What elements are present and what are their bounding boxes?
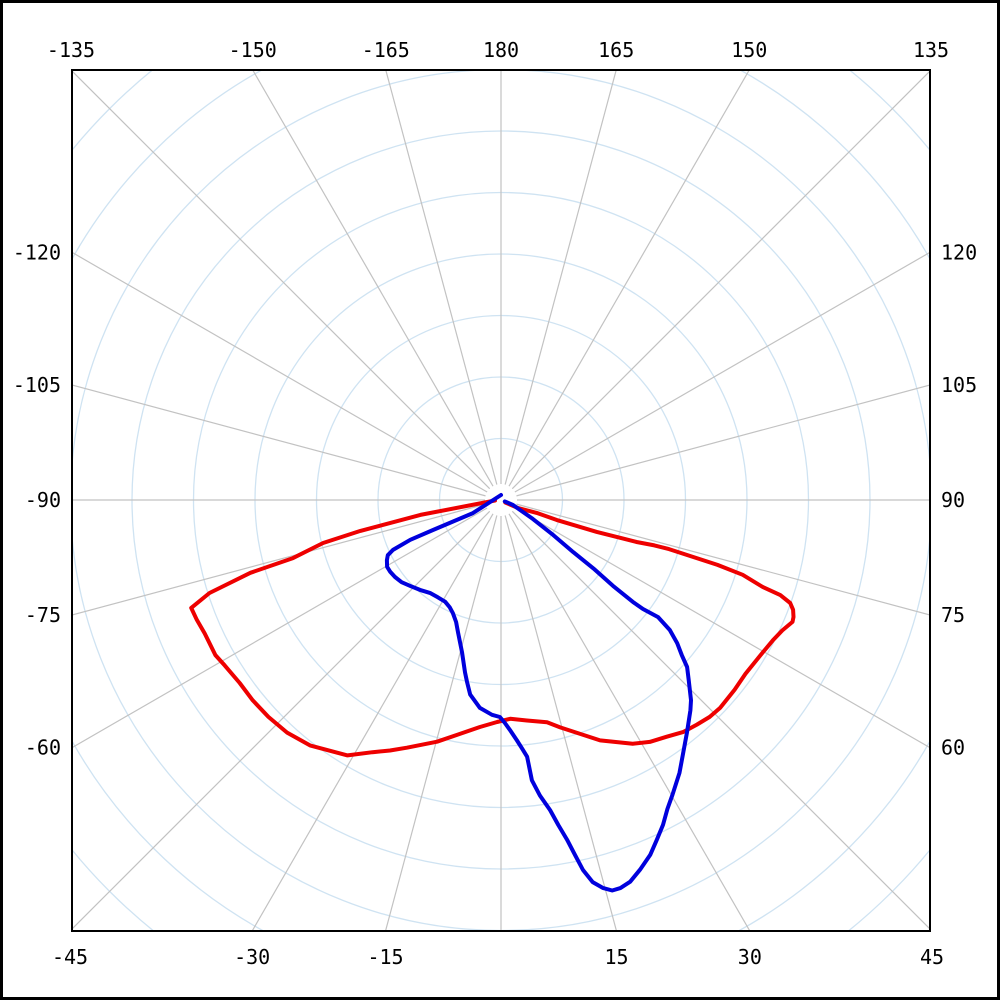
- angle-tick-label: -120: [13, 240, 61, 264]
- angle-tick-label: 75: [941, 603, 965, 627]
- angle-tick-label: 120: [941, 240, 977, 264]
- angle-tick-label: 135: [913, 38, 949, 62]
- angle-tick-label: 165: [598, 38, 634, 62]
- blue-curve: [384, 493, 693, 893]
- angle-tick-label: 105: [941, 373, 977, 397]
- angle-tick-label: 15: [604, 945, 628, 969]
- grid-radial-line: [384, 515, 498, 931]
- angle-tick-label: -75: [25, 603, 61, 627]
- grid-radial-line: [72, 70, 491, 490]
- grid-radial-line: [385, 70, 498, 485]
- grid-radial-line: [511, 510, 930, 930]
- grid-radial-line: [72, 384, 486, 497]
- grid-radial-line: [508, 513, 751, 931]
- grid-radial-line: [72, 251, 488, 493]
- angle-tick-label: 180: [483, 38, 519, 62]
- grid-radial-line: [514, 251, 930, 493]
- grid-radial-line: [251, 513, 494, 931]
- grid-radial-line: [508, 70, 750, 487]
- angle-tick-label: -165: [362, 38, 410, 62]
- grid-radial-line: [72, 503, 486, 616]
- grid-radial-line: [516, 503, 930, 616]
- grid-radial-line: [252, 70, 494, 487]
- grid-radial-line: [504, 70, 617, 485]
- grid-radial-line: [72, 510, 491, 930]
- red-curve: [189, 498, 796, 758]
- grid-radial-line: [72, 507, 488, 749]
- angle-tick-label: 90: [941, 488, 965, 512]
- angle-tick-label: -15: [367, 945, 403, 969]
- grid-radial-line: [504, 515, 618, 931]
- grid-radial-line: [514, 507, 930, 749]
- grid-radial-line: [511, 70, 930, 490]
- plot-frame: [71, 69, 931, 932]
- angle-tick-label: -135: [47, 38, 95, 62]
- angle-tick-label: 150: [731, 38, 767, 62]
- angle-tick-label: 60: [941, 736, 965, 760]
- angle-tick-label: -90: [25, 488, 61, 512]
- angle-tick-label: -45: [52, 945, 88, 969]
- series-layer: [189, 493, 796, 893]
- angle-tick-label: 30: [738, 945, 762, 969]
- grid-radial-line: [516, 384, 930, 497]
- angle-tick-label: -150: [229, 38, 277, 62]
- angle-tick-label: -60: [25, 736, 61, 760]
- angle-tick-label: -105: [13, 373, 61, 397]
- angle-tick-label: -30: [234, 945, 270, 969]
- angle-tick-label: 45: [920, 945, 944, 969]
